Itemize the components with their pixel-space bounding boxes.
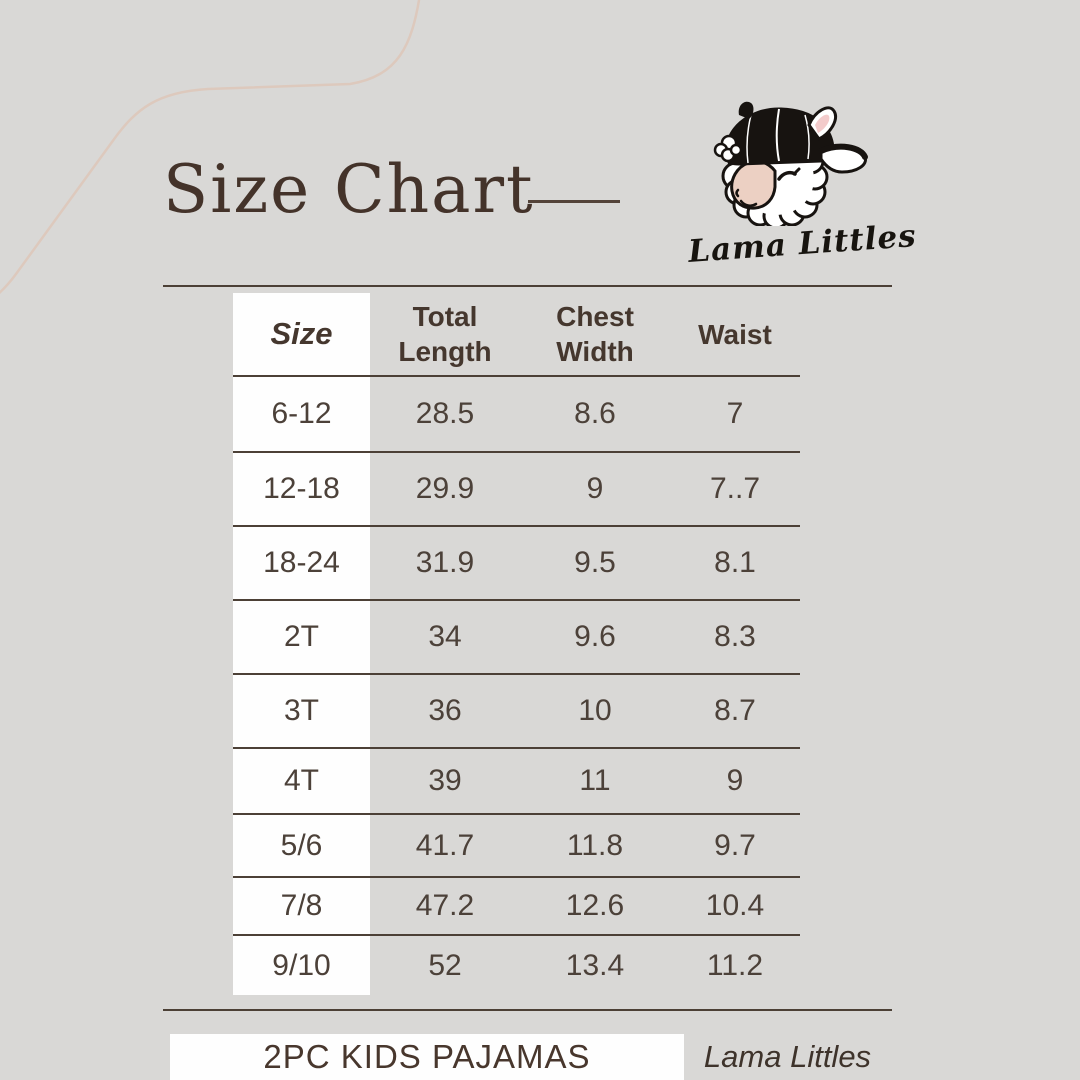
total-length-cell: 52: [428, 948, 462, 982]
waist-cell: 8.7: [714, 694, 756, 727]
table-row: 3T 36 10 8.7: [233, 673, 800, 747]
column-header-chest-width: Chest Width: [556, 301, 634, 367]
brand-logo-text: Lama Littles: [687, 218, 918, 270]
size-cell: 6-12: [233, 377, 370, 451]
brand-logo: Lama Littles: [687, 94, 918, 270]
chest-width-cell: 11: [579, 764, 611, 797]
total-length-cell: 36: [428, 694, 462, 727]
waist-cell: 8.1: [714, 546, 756, 579]
table-row: 5/6 41.7 11.8 9.7: [233, 813, 800, 876]
waist-cell: 9.7: [714, 828, 756, 862]
total-length-cell: 41.7: [415, 828, 475, 862]
footer-brand-name: Lama Littles: [703, 1039, 872, 1074]
total-length-cell: 34: [428, 620, 462, 653]
table-row: 2T 34 9.6 8.3: [233, 599, 800, 673]
total-length-cell: 28.5: [415, 397, 475, 430]
table-row: 4T 39 11 9: [233, 747, 800, 813]
waist-cell: 11.2: [706, 948, 764, 982]
llama-with-backwards-cap-icon: [713, 101, 868, 226]
size-cell: 12-18: [233, 453, 370, 525]
chest-width-cell: 9.6: [574, 620, 616, 653]
chest-width-cell: 9: [586, 472, 604, 505]
waist-cell: 10.4: [705, 889, 765, 922]
table-row: 9/10 52 13.4 11.2: [233, 934, 800, 995]
total-length-cell: 47.2: [415, 889, 475, 922]
title-dash-line: [528, 200, 620, 203]
size-cell: 5/6: [233, 815, 370, 876]
bottom-rule: [163, 1009, 892, 1011]
chest-width-cell: 10: [578, 694, 612, 727]
table-header-row: Size Total Length Chest Width Waist: [233, 293, 800, 375]
size-table-body: 6-12 28.5 8.6 7 12-18 29.9 9 7..7 18-24 …: [233, 375, 800, 995]
total-length-cell: 39: [428, 764, 462, 797]
table-row: 18-24 31.9 9.5 8.1: [233, 525, 800, 599]
waist-cell: 7: [726, 397, 744, 430]
size-table: Size Total Length Chest Width Waist 6-12…: [233, 293, 800, 995]
waist-cell: 7..7: [709, 472, 761, 505]
size-cell: 4T: [233, 749, 370, 813]
waist-cell: 8.3: [714, 620, 756, 653]
column-header-waist: Waist: [698, 318, 772, 350]
total-length-cell: 31.9: [415, 546, 475, 579]
size-cell: 9/10: [233, 936, 370, 995]
top-rule: [163, 285, 892, 287]
chest-width-cell: 9.5: [574, 546, 616, 579]
chest-width-cell: 13.4: [565, 948, 625, 982]
column-header-size: Size: [233, 293, 370, 375]
decorative-curve: [0, 0, 421, 294]
waist-cell: 9: [726, 764, 744, 797]
table-row: 12-18 29.9 9 7..7: [233, 451, 800, 525]
size-cell: 3T: [233, 675, 370, 747]
column-header-total-length: Total Length: [398, 301, 492, 367]
table-row: 7/8 47.2 12.6 10.4: [233, 876, 800, 934]
chest-width-cell: 8.6: [574, 397, 616, 430]
chest-width-cell: 11.8: [566, 828, 624, 862]
product-name-box: 2PC KIDS PAJAMAS: [170, 1034, 684, 1080]
size-cell: 7/8: [233, 878, 370, 934]
page-title: Size Chart: [163, 151, 535, 228]
size-cell: 18-24: [233, 527, 370, 599]
size-cell: 2T: [233, 601, 370, 673]
total-length-cell: 29.9: [415, 472, 475, 505]
table-row: 6-12 28.5 8.6 7: [233, 375, 800, 451]
chest-width-cell: 12.6: [565, 889, 625, 922]
